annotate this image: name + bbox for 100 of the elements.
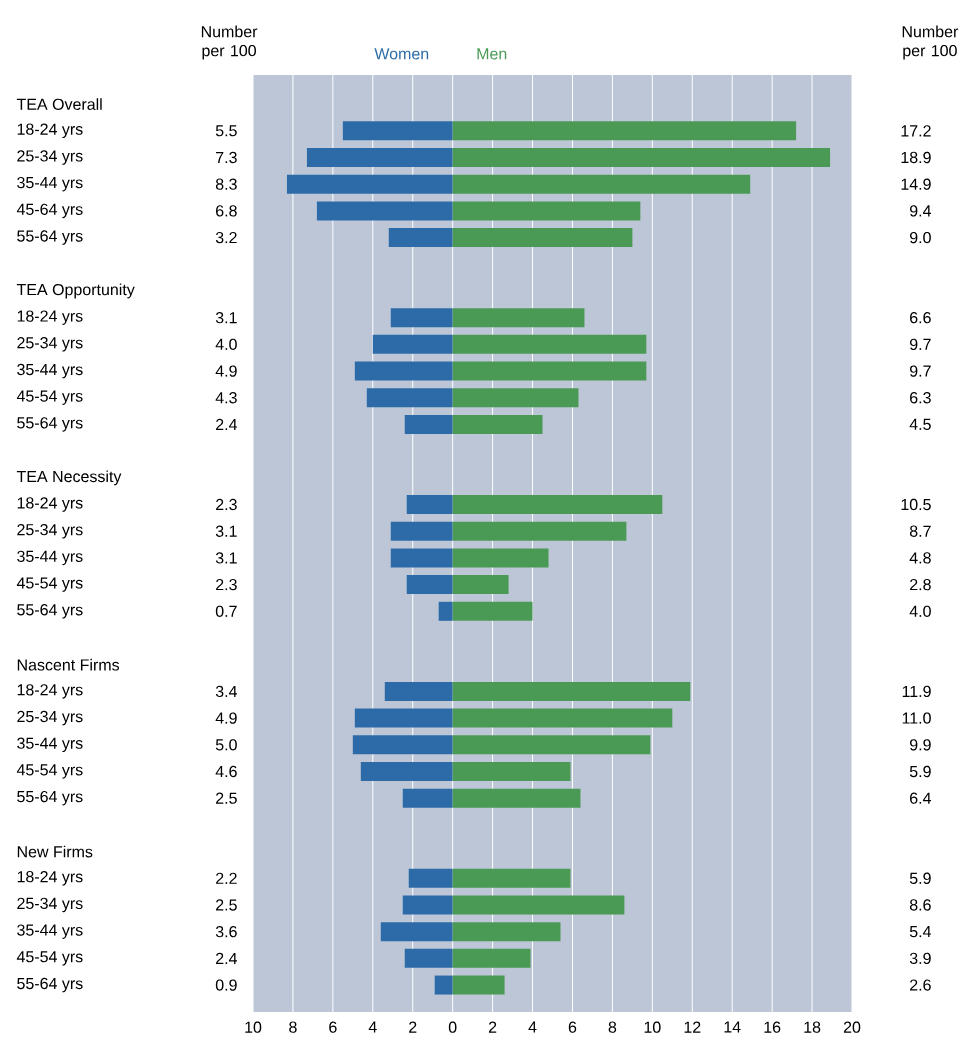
bar xyxy=(452,201,641,221)
data-label: 4.3 xyxy=(215,392,237,404)
data-label: 2.6 xyxy=(910,979,931,991)
data-label: 8.6 xyxy=(909,899,931,911)
x-tick-label: 4 xyxy=(528,1021,537,1033)
data-label: 5.4 xyxy=(909,926,932,938)
data-label: 3.1 xyxy=(215,552,237,564)
y-tick-label: 18-24 yrs xyxy=(17,497,83,512)
data-label: 9.7 xyxy=(909,338,931,351)
data-label: 4.0 xyxy=(215,338,237,351)
data-label: 8.7 xyxy=(909,525,931,537)
bar xyxy=(452,788,581,808)
x-tick-label: 4 xyxy=(368,1021,377,1033)
bar xyxy=(452,548,549,568)
x-tick-label: 10 xyxy=(245,1021,262,1033)
data-label: 0.9 xyxy=(215,979,237,991)
data-label: 5.0 xyxy=(215,739,237,751)
x-tick-label: 6 xyxy=(568,1021,577,1033)
y-tick-label: 18-24 yrs xyxy=(17,684,83,699)
data-label: 2.4 xyxy=(216,418,238,431)
y-tick-label: 25-34 yrs xyxy=(17,897,83,913)
data-label: 3.9 xyxy=(909,952,931,965)
data-label: 2.4 xyxy=(216,952,238,964)
text: Men xyxy=(477,48,507,60)
data-label: 2.8 xyxy=(910,578,931,591)
y-tick-label: 25-34 yrs xyxy=(17,150,83,165)
data-label: 2.3 xyxy=(216,498,237,511)
bar xyxy=(452,601,533,621)
bar xyxy=(452,735,651,755)
y-tick-label: 55-64 yrs xyxy=(17,417,83,432)
bar xyxy=(390,548,453,568)
bar xyxy=(452,948,531,968)
bar xyxy=(390,308,453,328)
bar xyxy=(354,361,453,381)
data-label: 2.5 xyxy=(216,899,237,911)
data-label: 4.8 xyxy=(909,552,931,564)
bar xyxy=(452,708,673,728)
y-tick-label: 25-34 yrs xyxy=(17,523,83,539)
data-label: 2.5 xyxy=(216,792,237,804)
y-tick-label: 35-44 yrs xyxy=(17,363,83,379)
x-tick-label: 14 xyxy=(724,1021,741,1033)
bar xyxy=(452,868,571,888)
data-label: 2.3 xyxy=(216,578,237,591)
bar xyxy=(452,147,831,167)
data-label: 0.7 xyxy=(215,605,237,617)
bar xyxy=(342,121,453,141)
y-tick-label: 18-24 yrs xyxy=(17,123,83,139)
y-tick-label: 45-54 yrs xyxy=(16,390,83,405)
bar xyxy=(406,495,453,515)
bar xyxy=(452,388,579,408)
bar xyxy=(452,308,585,328)
bar xyxy=(452,495,663,515)
y-tick-label: 25-34 yrs xyxy=(17,337,83,352)
bar xyxy=(354,708,453,728)
data-label: 9.0 xyxy=(909,231,931,244)
bar xyxy=(406,575,453,595)
bar xyxy=(390,521,453,541)
y-tick-label: 25-34 yrs xyxy=(17,710,83,726)
x-tick-label: 8 xyxy=(608,1021,617,1033)
y-tick-label: 55-64 yrs xyxy=(17,604,83,619)
x-tick-label: 12 xyxy=(684,1021,701,1033)
data-label: 4.6 xyxy=(215,765,237,778)
bar xyxy=(388,228,453,248)
data-label: 5.5 xyxy=(215,125,237,137)
data-label: 11.9 xyxy=(902,685,931,698)
x-tick-label: 8 xyxy=(289,1021,297,1033)
data-label: 6.8 xyxy=(216,205,237,217)
bar xyxy=(452,521,627,541)
y-tick-label: 45-54 yrs xyxy=(16,764,83,779)
data-label: 9.4 xyxy=(909,205,932,217)
data-label: 4.0 xyxy=(909,605,931,617)
bar xyxy=(372,334,453,354)
y-tick-label: 55-64 yrs xyxy=(17,977,83,993)
x-tick-label: 10 xyxy=(644,1021,661,1033)
data-label: 17.2 xyxy=(901,125,931,137)
bar xyxy=(452,761,571,781)
text: Women xyxy=(374,48,429,60)
data-label: 3.4 xyxy=(215,685,238,698)
y-tick-label: 45-64 yrs xyxy=(16,203,83,219)
text: Number per 100 xyxy=(902,25,959,60)
y-tick-label: 35-44 yrs xyxy=(17,176,83,192)
data-label: 10.5 xyxy=(901,498,931,511)
y-tick-label: 35-44 yrs xyxy=(17,550,83,566)
data-label: 6.6 xyxy=(910,312,931,324)
y-tick-label: 55-64 yrs xyxy=(17,790,83,806)
bar xyxy=(360,761,453,781)
bar xyxy=(402,788,453,808)
data-label: 3.2 xyxy=(215,231,237,244)
x-tick-label: 16 xyxy=(764,1021,781,1033)
data-label: 8.3 xyxy=(215,178,237,190)
bar xyxy=(380,922,453,942)
y-tick-label: New Firms xyxy=(17,845,93,858)
y-tick-label: 35-44 yrs xyxy=(17,737,83,753)
bar xyxy=(452,681,691,701)
bar xyxy=(316,201,453,221)
bar xyxy=(306,147,453,167)
x-tick-label: 2 xyxy=(409,1021,417,1033)
bar xyxy=(452,334,647,354)
x-tick-label: 0 xyxy=(448,1021,457,1033)
y-tick-label: TEA Necessity xyxy=(16,470,122,486)
